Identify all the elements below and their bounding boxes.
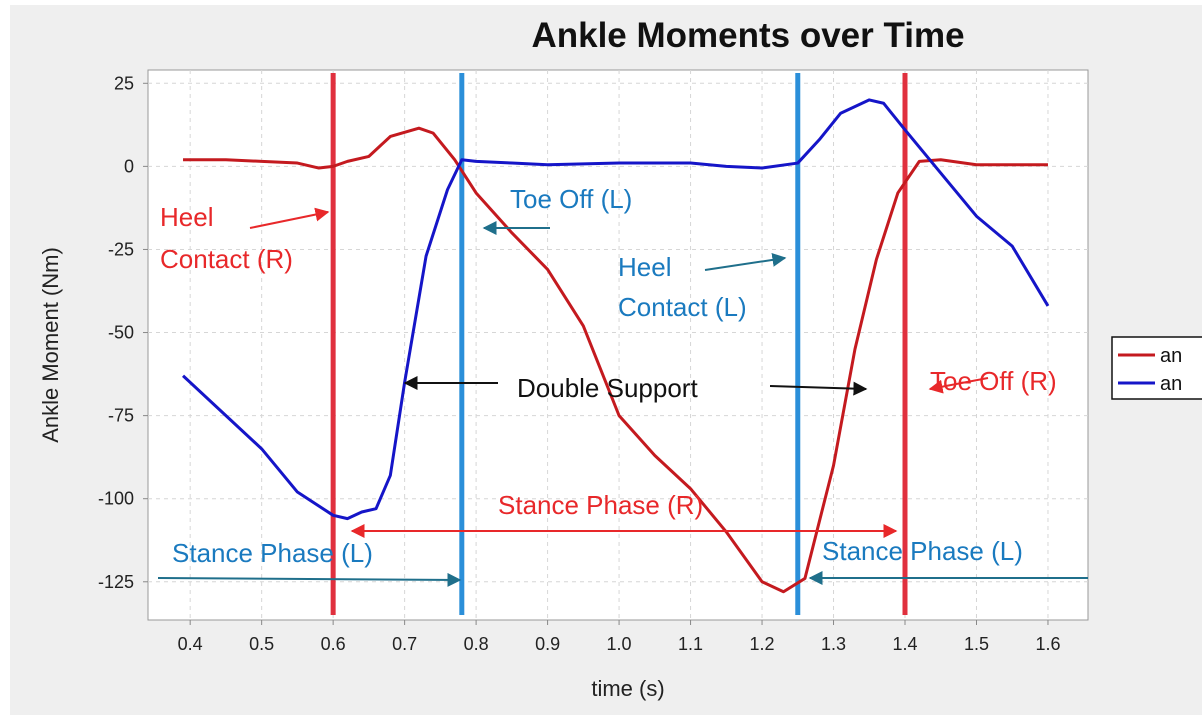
annotation: Heel	[160, 202, 213, 232]
annotation: Contact (L)	[618, 292, 747, 322]
annotation: Stance Phase (L)	[822, 536, 1023, 566]
x-tick-label: 1.0	[607, 634, 632, 654]
y-tick-label: 25	[114, 73, 134, 93]
x-tick-label: 0.7	[392, 634, 417, 654]
y-tick-label: -50	[108, 323, 134, 343]
y-tick-label: -25	[108, 239, 134, 259]
x-tick-label: 0.8	[464, 634, 489, 654]
y-tick-label: -100	[98, 489, 134, 509]
legend: an an	[1111, 336, 1202, 400]
x-tick-label: 1.3	[821, 634, 846, 654]
y-axis-label: Ankle Moment (Nm)	[38, 247, 63, 443]
annotation: Stance Phase (L)	[172, 538, 373, 568]
arrow	[928, 377, 989, 394]
arrow	[769, 381, 868, 396]
series-line	[182, 98, 1050, 521]
x-axis-label: time (s)	[591, 676, 664, 701]
y-tick-label: -125	[98, 572, 134, 592]
y-tick-label: 0	[124, 156, 134, 176]
annotation: Double Support	[517, 373, 698, 403]
x-tick-label: 1.5	[964, 634, 989, 654]
annotation: Toe Off (L)	[510, 184, 632, 214]
annotations: Heel Contact (R) Toe Off (L) Heel Contac…	[157, 184, 1088, 587]
annotation: Heel	[618, 252, 671, 282]
legend-box	[1111, 336, 1202, 400]
y-tick-label: -75	[108, 406, 134, 426]
annotation: Toe Off (R)	[930, 366, 1057, 396]
annotation: Stance Phase (R)	[498, 490, 703, 520]
legend-label: an	[1160, 345, 1182, 367]
arrow	[157, 572, 462, 587]
x-tick-label: 1.6	[1035, 634, 1060, 654]
x-tick-label: 0.6	[321, 634, 346, 654]
x-tick-label: 1.1	[678, 634, 703, 654]
chart-title: Ankle Moments over Time	[531, 16, 964, 55]
x-tick-label: 0.5	[249, 634, 274, 654]
series-line	[183, 126, 1048, 594]
annotation: Contact (R)	[160, 244, 293, 274]
x-tick-label: 1.4	[892, 634, 917, 654]
arrow	[704, 252, 787, 271]
x-tick-label: 0.4	[178, 634, 203, 654]
legend-label: an	[1160, 373, 1182, 395]
arrow	[249, 207, 330, 229]
x-tick-label: 1.2	[750, 634, 775, 654]
x-tick-label: 0.9	[535, 634, 560, 654]
